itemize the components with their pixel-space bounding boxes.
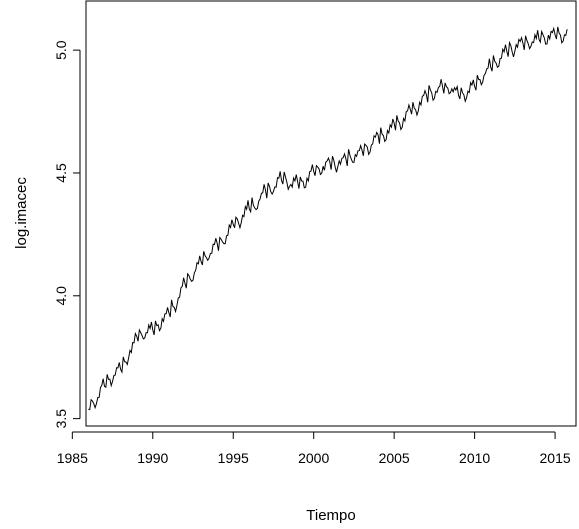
y-axis: 3.5 4.0 4.5 5.0: [53, 40, 81, 429]
y-axis-title: log.imacec: [13, 177, 30, 249]
x-tick-label: 2000: [298, 450, 329, 466]
series-line: [88, 26, 568, 411]
y-tick-label: 4.0: [53, 286, 69, 306]
x-axis: 1985 1990 1995 2000 2005 2010 2015: [57, 431, 571, 466]
plot-box: [85, 0, 577, 427]
x-tick-label: 2010: [459, 450, 490, 466]
x-tick-label: 1985: [57, 450, 88, 466]
x-tick-label: 2005: [379, 450, 410, 466]
y-tick-label: 4.5: [53, 163, 69, 183]
x-tick-label: 1990: [137, 450, 168, 466]
y-tick-label: 3.5: [53, 409, 69, 429]
x-tick-label: 1995: [218, 450, 249, 466]
y-tick-label: 5.0: [53, 40, 69, 60]
x-axis-title: Tiempo: [306, 507, 355, 524]
x-tick-label: 2015: [540, 450, 571, 466]
